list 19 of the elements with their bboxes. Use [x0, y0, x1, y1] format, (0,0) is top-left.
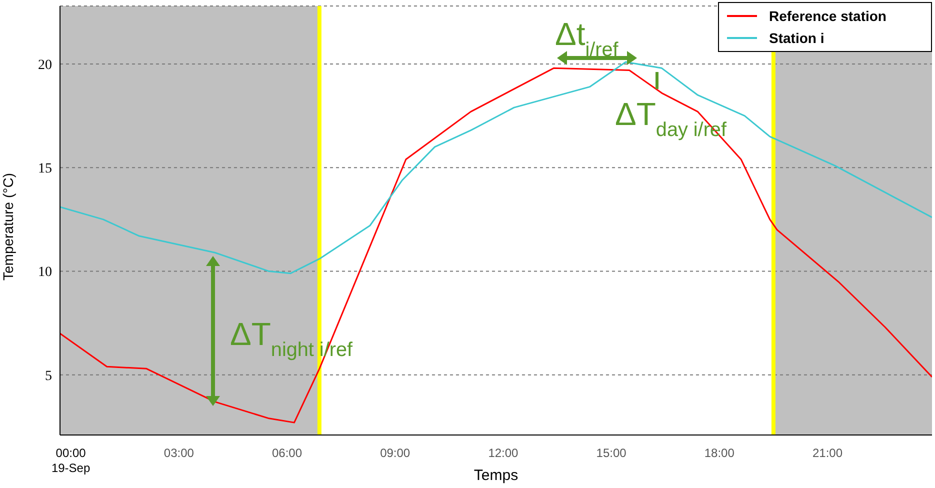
x-tick-label: 06:00: [272, 446, 302, 460]
y-tick-label: 5: [45, 368, 52, 384]
x-tick-label: 09:00: [380, 446, 410, 460]
x-tick-label: 18:00: [704, 446, 735, 460]
x-axis-title: Temps: [474, 467, 518, 484]
legend-label: Reference station: [769, 8, 886, 24]
x-tick-label: 15:00: [596, 446, 627, 460]
x-tick-label: 12:00: [488, 446, 519, 460]
x-tick-label: 03:00: [164, 446, 194, 460]
y-tick-label: 10: [38, 265, 52, 280]
x-tick-label: 21:00: [812, 446, 843, 460]
legend-label: Station i: [769, 30, 824, 46]
y-tick-label: 20: [38, 58, 52, 73]
y-axis-title: Temperature (°C): [0, 172, 16, 280]
x-tick-label: 00:00 19-Sep: [51, 446, 90, 475]
y-tick-label: 15: [38, 162, 52, 177]
line-series: [60, 61, 932, 274]
line-series: [60, 67, 932, 424]
annotation: Δt$_{i/ref}$: [555, 16, 619, 61]
